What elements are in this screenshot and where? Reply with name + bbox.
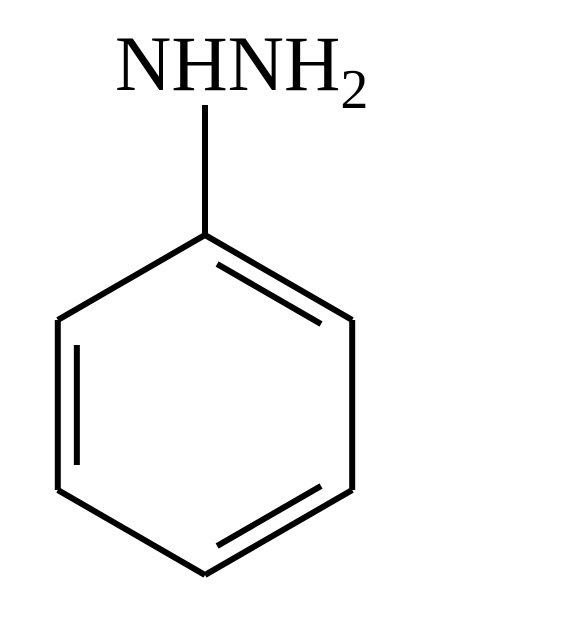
molecule-diagram: NHNH2 — [0, 0, 573, 640]
formula-subscript: 2 — [340, 59, 368, 121]
formula-main: NHNH — [115, 20, 340, 107]
ring-bond — [205, 490, 352, 575]
ring-bond — [58, 235, 205, 320]
formula-label: NHNH2 — [115, 20, 368, 121]
ring-bond — [58, 490, 205, 575]
ring-bond — [205, 235, 352, 320]
